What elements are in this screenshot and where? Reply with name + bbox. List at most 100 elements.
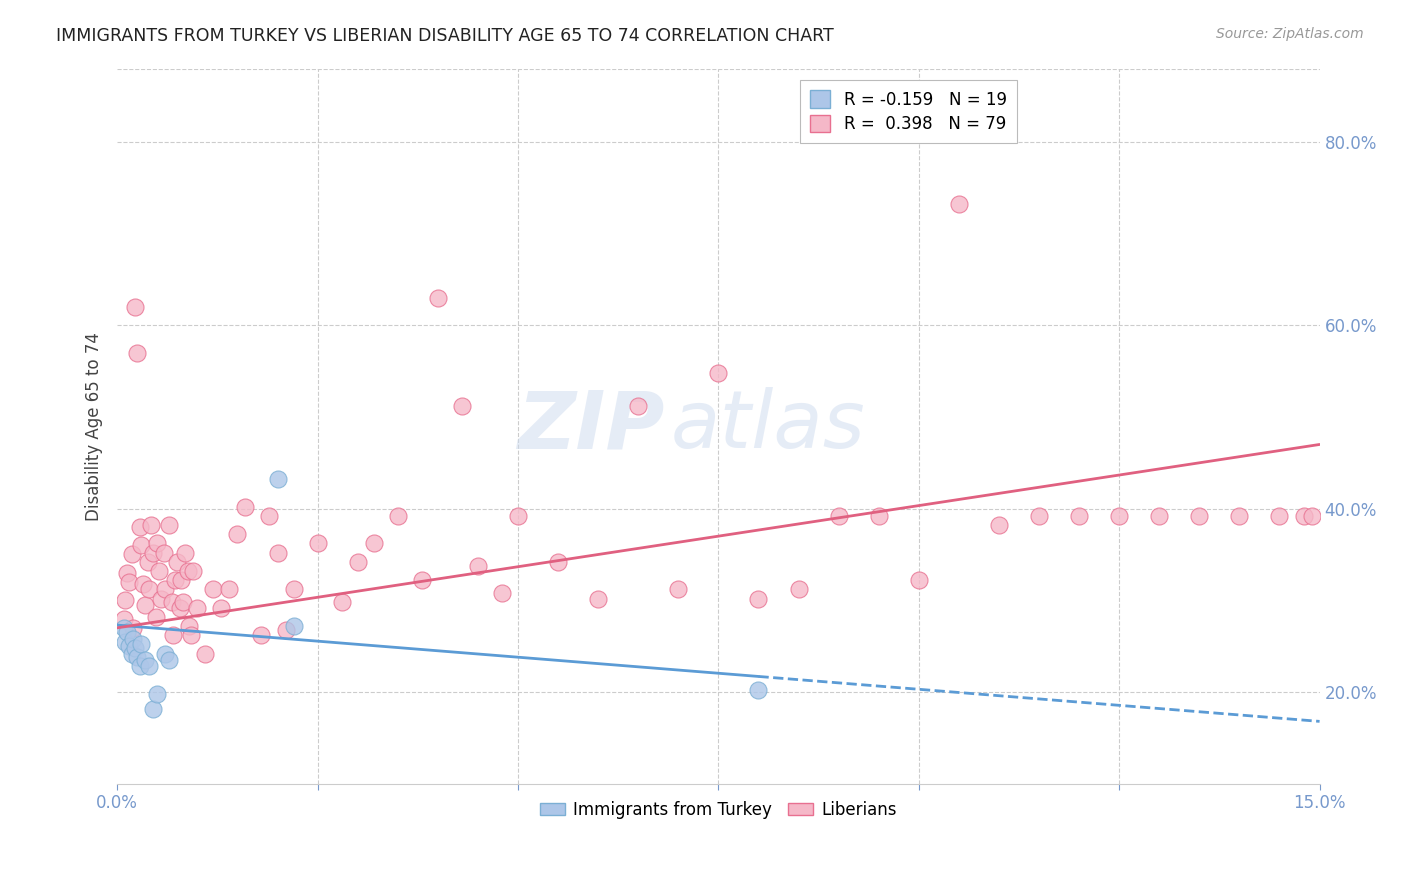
Point <box>166 555 188 569</box>
Point <box>134 598 156 612</box>
Legend: Immigrants from Turkey, Liberians: Immigrants from Turkey, Liberians <box>533 794 904 825</box>
Point <box>183 564 205 578</box>
Point <box>124 300 146 314</box>
Point <box>747 591 769 606</box>
Point <box>121 548 143 562</box>
Point <box>150 591 173 606</box>
Text: ZIP: ZIP <box>517 387 664 465</box>
Point <box>114 593 136 607</box>
Point <box>411 573 433 587</box>
Point <box>218 582 240 597</box>
Point <box>177 564 200 578</box>
Point <box>1108 508 1130 523</box>
Point <box>122 621 145 635</box>
Point <box>330 595 353 609</box>
Point <box>138 659 160 673</box>
Point <box>172 595 194 609</box>
Point <box>283 619 305 633</box>
Point <box>142 546 165 560</box>
Point <box>707 366 730 380</box>
Point <box>426 291 449 305</box>
Point <box>118 639 141 653</box>
Point <box>259 508 281 523</box>
Point <box>787 582 810 597</box>
Point <box>138 582 160 597</box>
Point <box>506 508 529 523</box>
Point <box>124 640 146 655</box>
Point <box>179 619 201 633</box>
Point <box>747 683 769 698</box>
Point <box>283 582 305 597</box>
Point <box>226 527 249 541</box>
Point <box>112 621 135 635</box>
Point <box>307 536 329 550</box>
Point <box>136 555 159 569</box>
Point <box>152 546 174 560</box>
Point <box>827 508 849 523</box>
Point <box>1067 508 1090 523</box>
Point <box>169 600 191 615</box>
Point <box>202 582 225 597</box>
Point <box>128 520 150 534</box>
Point <box>209 600 232 615</box>
Point <box>387 508 409 523</box>
Point <box>948 197 970 211</box>
Point <box>1301 508 1323 523</box>
Point <box>122 632 145 646</box>
Point <box>186 600 208 615</box>
Point <box>451 399 474 413</box>
Point <box>146 687 169 701</box>
Point <box>467 558 489 573</box>
Text: atlas: atlas <box>671 387 865 465</box>
Point <box>266 546 288 560</box>
Point <box>148 564 170 578</box>
Point <box>363 536 385 550</box>
Y-axis label: Disability Age 65 to 74: Disability Age 65 to 74 <box>86 332 103 521</box>
Point <box>1229 508 1251 523</box>
Point <box>127 650 149 665</box>
Point <box>250 628 273 642</box>
Point <box>907 573 929 587</box>
Point <box>160 595 183 609</box>
Point <box>194 647 217 661</box>
Point <box>266 472 288 486</box>
Point <box>146 536 169 550</box>
Point <box>142 701 165 715</box>
Point <box>115 625 138 640</box>
Point <box>121 647 143 661</box>
Point <box>491 586 513 600</box>
Point <box>666 582 689 597</box>
Point <box>1292 508 1315 523</box>
Point <box>127 345 149 359</box>
Point <box>162 628 184 642</box>
Point <box>157 653 180 667</box>
Point <box>346 555 368 569</box>
Point <box>129 637 152 651</box>
Point <box>139 518 162 533</box>
Point <box>163 573 186 587</box>
Point <box>1028 508 1050 523</box>
Point <box>157 518 180 533</box>
Point <box>115 566 138 580</box>
Point <box>1149 508 1171 523</box>
Point <box>132 577 155 591</box>
Point <box>155 582 177 597</box>
Point <box>174 546 197 560</box>
Point <box>180 628 202 642</box>
Point <box>627 399 650 413</box>
Point <box>155 647 177 661</box>
Point <box>868 508 890 523</box>
Point <box>112 612 135 626</box>
Point <box>170 573 193 587</box>
Text: Source: ZipAtlas.com: Source: ZipAtlas.com <box>1216 27 1364 41</box>
Point <box>586 591 609 606</box>
Point <box>145 610 167 624</box>
Point <box>118 574 141 589</box>
Point <box>987 518 1010 533</box>
Point <box>274 623 297 637</box>
Point <box>235 500 257 514</box>
Point <box>134 653 156 667</box>
Point <box>547 555 569 569</box>
Point <box>129 538 152 552</box>
Point <box>1268 508 1291 523</box>
